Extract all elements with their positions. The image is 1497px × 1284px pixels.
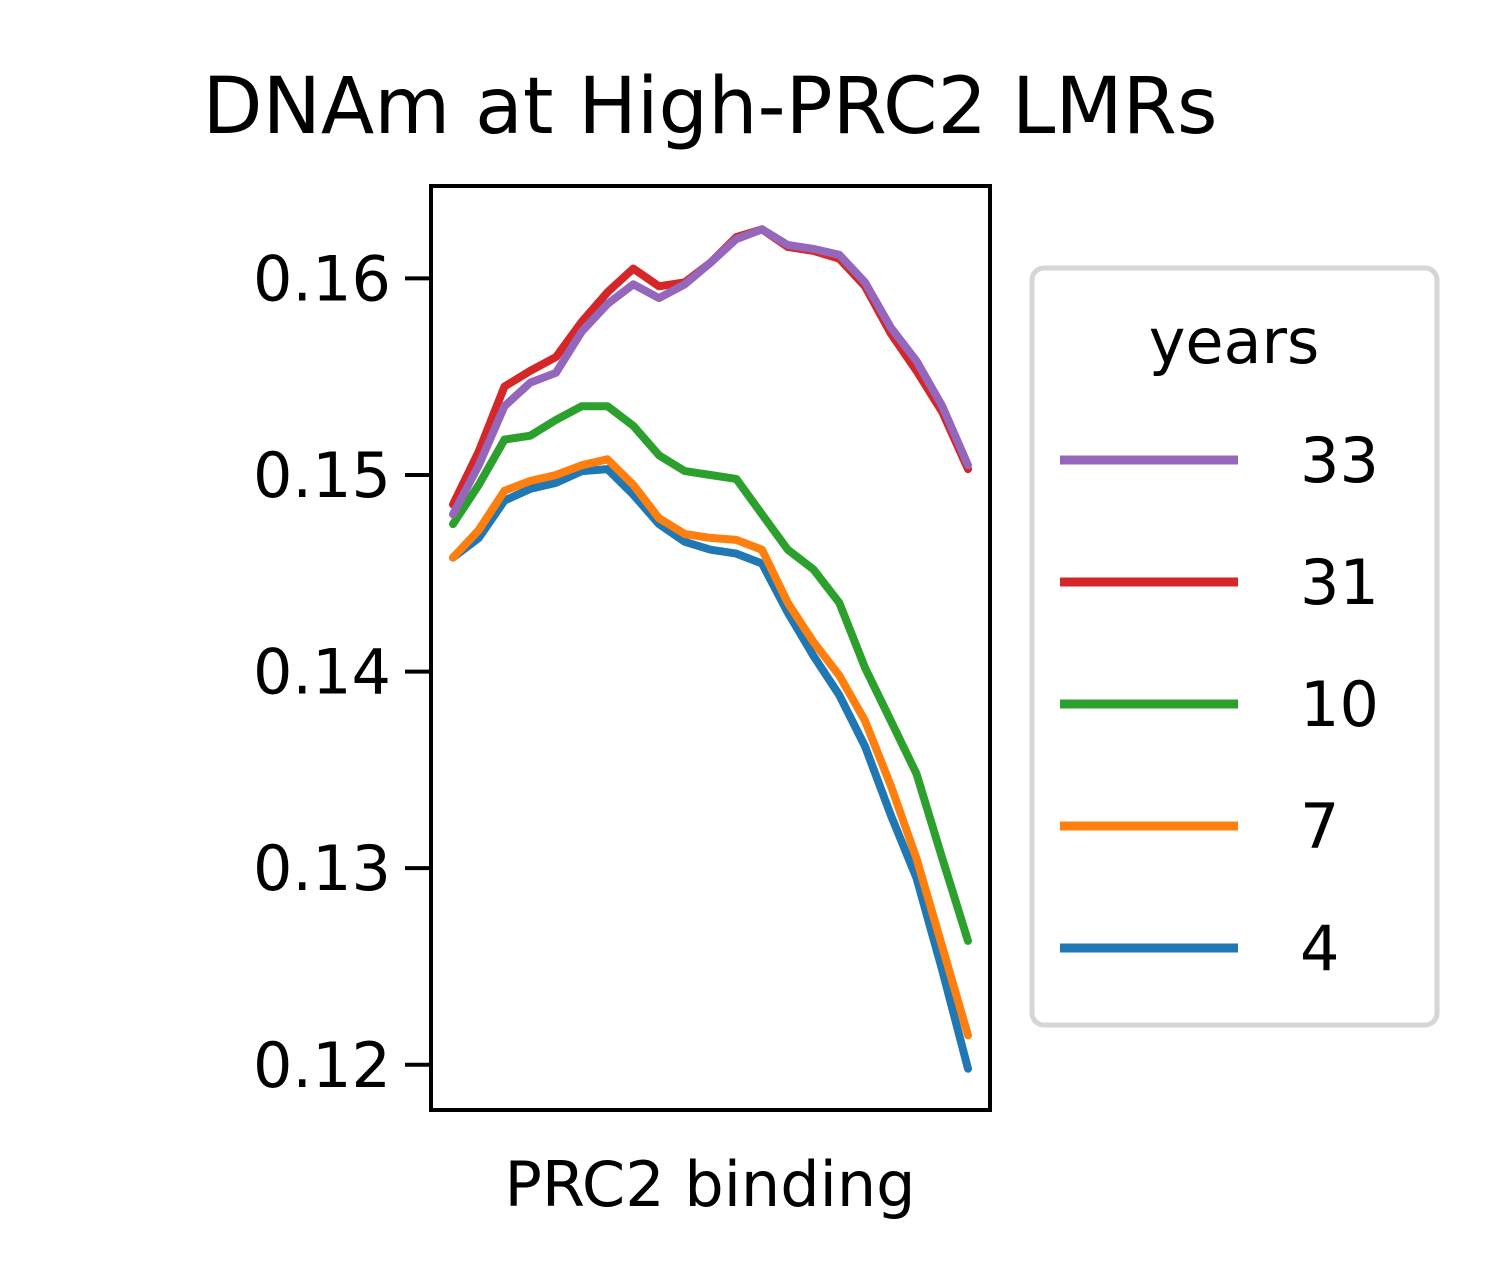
series-line-33 (449, 225, 972, 519)
legend: years 33 31 10 7 4 (1029, 265, 1440, 1028)
series-line-31 (449, 225, 972, 509)
y-axis: 0.12 0.13 0.14 0.15 0.16 (253, 242, 431, 1102)
legend-title: years (1149, 305, 1320, 378)
plot-area: 0.12 0.13 0.14 0.15 0.16 (253, 184, 992, 1112)
y-tick-label: 0.15 (253, 439, 391, 512)
legend-label-10: 10 (1300, 668, 1379, 741)
legend-label-4: 4 (1300, 912, 1339, 985)
legend-label-7: 7 (1300, 790, 1339, 863)
legend-box (1029, 265, 1440, 1028)
y-tick-label: 0.14 (253, 636, 391, 709)
x-axis-label: PRC2 binding (505, 1148, 916, 1221)
series-line-4 (449, 465, 972, 1073)
y-tick-label: 0.12 (253, 1029, 391, 1102)
legend-label-33: 33 (1300, 424, 1379, 497)
series-line-7 (449, 455, 972, 1040)
series-line-10 (449, 402, 972, 945)
plot-frame (429, 184, 992, 1112)
series-lines (449, 225, 972, 1073)
legend-label-31: 31 (1300, 546, 1379, 619)
legend-entries: 33 31 10 7 4 (1060, 424, 1379, 985)
chart-title: DNAm at High-PRC2 LMRs (203, 62, 1218, 152)
y-tick-label: 0.13 (253, 832, 391, 905)
y-tick-label: 0.16 (253, 242, 391, 315)
